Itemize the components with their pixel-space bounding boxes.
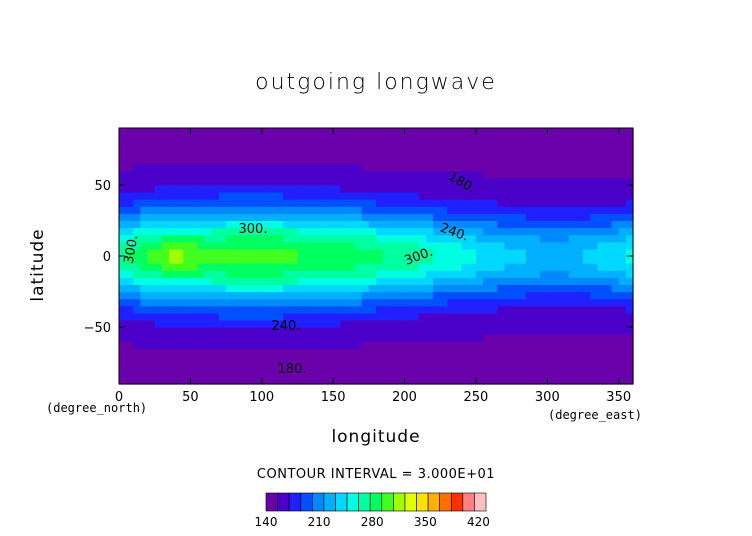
colorbar-swatch <box>381 492 394 512</box>
contour-line-label: 300. <box>122 234 142 265</box>
colorbar-swatch <box>300 492 313 512</box>
colorbar-tick-label: 280 <box>361 515 384 529</box>
x-tick-label: 50 <box>182 390 199 405</box>
contour-interval-label: CONTOUR INTERVAL = 3.000E+01 <box>256 467 496 482</box>
colorbar-swatch <box>323 492 336 512</box>
colorbar-swatch <box>427 492 440 512</box>
colorbar-tick-label: 420 <box>467 515 490 529</box>
chart-title: outgoing longwave <box>255 70 497 95</box>
colorbar-swatch <box>404 492 417 512</box>
colorbar-tick-label: 350 <box>414 515 437 529</box>
colorbar-swatch <box>369 492 383 512</box>
x-axis-label: longitude <box>331 427 421 447</box>
x-tick-label: 250 <box>464 390 489 405</box>
colorbar-tick-label: 140 <box>255 515 278 529</box>
y-tick-label: −50 <box>84 321 111 336</box>
contour-fill <box>119 128 634 385</box>
y-unit-label: (degree_north) <box>46 401 148 415</box>
x-tick-label: 350 <box>606 390 631 405</box>
colorbar-swatch <box>288 492 302 512</box>
colorbar-swatch <box>450 492 464 512</box>
colorbar-swatch <box>393 492 406 512</box>
colorbar-swatch <box>439 492 452 512</box>
contour-line-label: 180. <box>278 362 307 377</box>
x-tick-label: 0 <box>115 390 123 405</box>
x-tick-label: 200 <box>392 390 417 405</box>
y-axis-label: latitude <box>28 228 48 302</box>
colorbar-swatch <box>346 492 359 512</box>
colorbar-swatch <box>335 492 348 512</box>
x-tick-label: 100 <box>249 390 274 405</box>
y-tick-label: 50 <box>94 179 111 194</box>
colorbar-swatch <box>277 492 290 512</box>
colorbar-swatch <box>416 492 429 512</box>
contour-line-label: 300. <box>239 222 268 237</box>
colorbar-swatch <box>358 492 371 512</box>
x-tick-label: 150 <box>321 390 346 405</box>
colorbar-swatch <box>474 492 487 512</box>
colorbar-tick-label: 210 <box>308 515 331 529</box>
x-tick-label: 300 <box>535 390 560 405</box>
y-tick-label: 0 <box>103 250 111 265</box>
colorbar-swatch <box>462 492 475 512</box>
x-unit-label: (degree_east) <box>548 408 642 422</box>
contour-line-label: 240. <box>272 319 301 334</box>
colorbar-swatch <box>265 492 278 512</box>
colorbar-swatch <box>312 492 325 512</box>
